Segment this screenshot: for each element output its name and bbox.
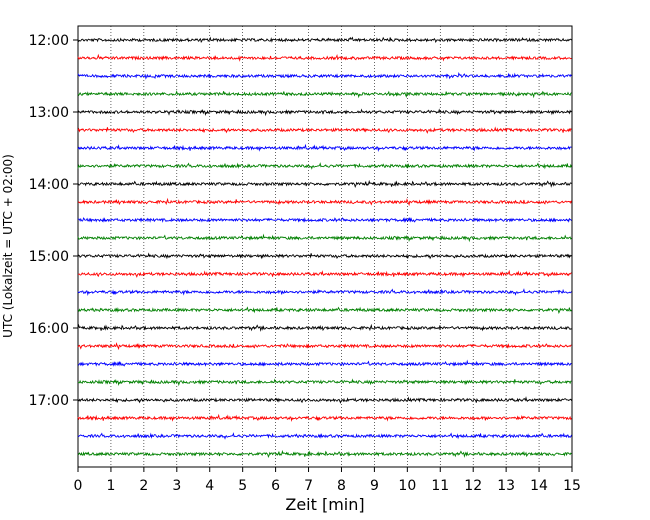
seismogram-trace [77, 197, 572, 207]
x-tick-label: 4 [205, 478, 214, 494]
x-tick-label: 11 [431, 478, 449, 494]
seismogram-trace [77, 396, 572, 404]
x-tick-label: 13 [497, 478, 515, 494]
y-tick-label: 17:00 [29, 393, 69, 409]
seismogram-trace [77, 413, 572, 423]
y-tick-label: 14:00 [29, 177, 69, 193]
seismogram-trace [77, 143, 572, 153]
x-tick-label: 8 [337, 478, 346, 494]
x-tick-label: 2 [139, 478, 148, 494]
seismogram-trace [77, 72, 572, 80]
y-tick-label: 12:00 [29, 33, 69, 49]
x-tick-label: 9 [370, 478, 379, 494]
seismogram-trace [77, 306, 572, 315]
seismogram-trace [77, 126, 572, 134]
seismogram-trace [77, 359, 572, 367]
seismogram-trace [77, 53, 572, 62]
x-tick-label: 7 [304, 478, 313, 494]
seismogram-trace [77, 90, 572, 99]
plot-frame [77, 25, 573, 468]
y-tick-label: 15:00 [29, 249, 69, 265]
seismogram-trace [77, 378, 572, 387]
seismogram-trace [77, 432, 572, 440]
x-tick-label: 0 [74, 478, 83, 494]
x-axis-label: Zeit [min] [285, 495, 364, 514]
seismogram-traces [77, 36, 572, 459]
seismogram-trace [77, 269, 572, 278]
seismogram-trace [77, 108, 572, 117]
x-tick-label: 12 [464, 478, 482, 494]
x-axis-ticks: 0 1 2 3 4 5 6 7 8 9 10 11 12 13 14 15 [74, 467, 581, 494]
seismogram-trace [77, 449, 572, 459]
x-tick-label: 3 [172, 478, 181, 494]
y-tick-label: 13:00 [29, 105, 69, 121]
x-tick-label: 5 [238, 478, 247, 494]
y-axis-ticks: 12:00 13:00 14:00 15:00 16:00 17:00 [29, 33, 78, 409]
seismogram-trace [77, 36, 572, 44]
x-tick-label: 1 [106, 478, 115, 494]
seismogram-trace [77, 323, 572, 332]
seismogram-trace [77, 233, 572, 243]
y-tick-label: 16:00 [29, 321, 69, 337]
seismogram-trace [77, 162, 572, 170]
seismogram-trace [77, 252, 572, 260]
x-tick-label: 6 [271, 478, 280, 494]
seismogram-trace [77, 342, 572, 351]
seismogram-trace [77, 217, 572, 223]
y-axis-label: UTC (Lokalzeit = UTC + 02:00) [1, 154, 15, 338]
x-tick-label: 10 [398, 478, 416, 494]
x-tick-label: 15 [563, 478, 581, 494]
x-tick-label: 14 [530, 478, 548, 494]
seismogram-trace [77, 179, 572, 189]
seismogram-trace [77, 288, 572, 297]
